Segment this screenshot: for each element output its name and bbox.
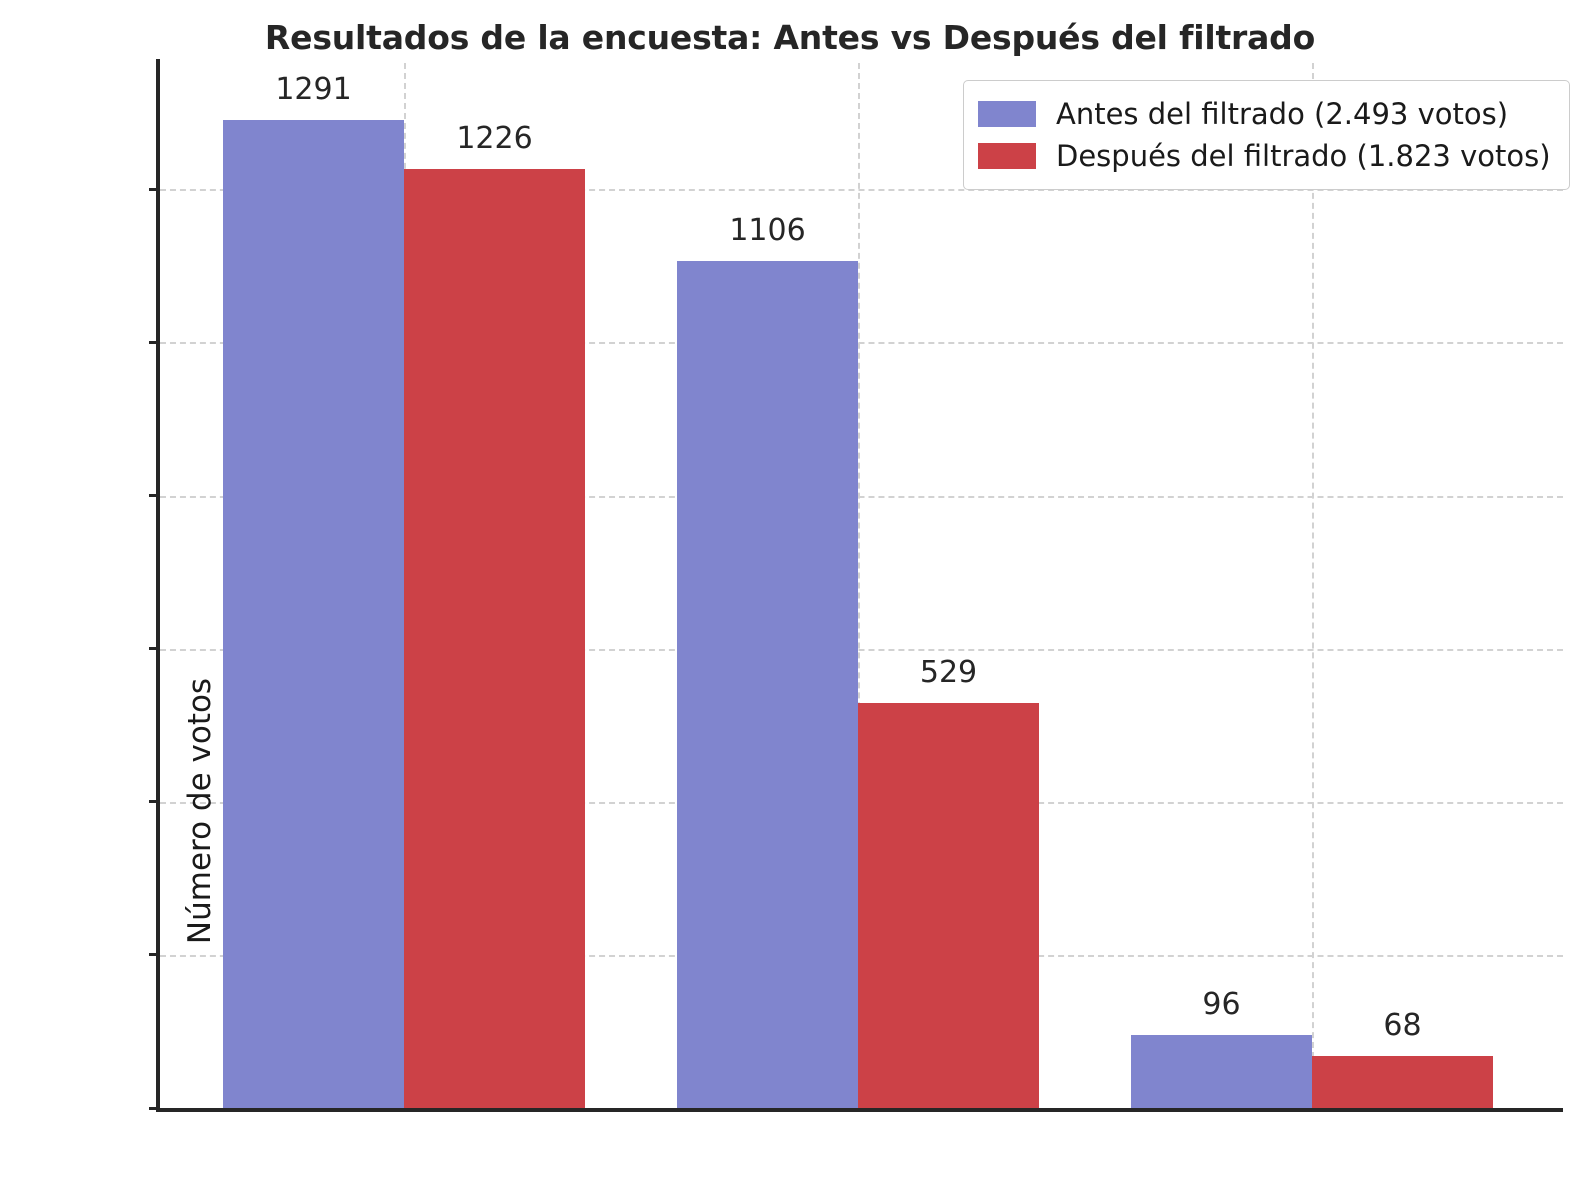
y-tick-mark xyxy=(149,800,160,804)
x-axis-spine xyxy=(156,1108,1563,1112)
gridline-horizontal xyxy=(160,189,1563,192)
legend-color-swatch xyxy=(978,143,1036,169)
plot-area: 020040060080010001200 129112261106529966… xyxy=(149,63,1563,1110)
y-tick-mark xyxy=(149,494,160,498)
legend-item-1[interactable]: Después del filtrado (1.823 votos) xyxy=(978,135,1551,177)
y-tick-mark xyxy=(149,340,160,344)
bar-value-label: 96 xyxy=(1202,986,1241,1022)
legend-item-0[interactable]: Antes del filtrado (2.493 votos) xyxy=(978,93,1551,135)
legend-color-swatch xyxy=(978,101,1036,127)
bar-sí-serie-1[interactable] xyxy=(858,703,1039,1108)
bar-no-serie-1[interactable] xyxy=(404,169,585,1108)
bar-indiferente-serie-1[interactable] xyxy=(1312,1055,1493,1108)
y-axis-spine xyxy=(156,59,160,1112)
gridline-horizontal xyxy=(160,648,1563,651)
bar-value-label: 1291 xyxy=(275,71,352,107)
y-axis-title: Número de votos xyxy=(182,677,218,945)
bar-value-label: 1226 xyxy=(456,121,533,157)
bar-sí-serie-0[interactable] xyxy=(677,261,858,1108)
y-tick-mark xyxy=(149,1106,160,1110)
gridline-vertical xyxy=(858,63,860,1108)
chart-title: Resultados de la encuesta: Antes vs Desp… xyxy=(264,18,1316,57)
legend-label: Antes del filtrado (2.493 votos) xyxy=(1056,97,1509,131)
bar-no-serie-0[interactable] xyxy=(223,119,404,1108)
y-tick-mark xyxy=(149,187,160,191)
bar-indiferente-serie-0[interactable] xyxy=(1131,1034,1312,1108)
bar-value-label: 68 xyxy=(1383,1007,1422,1043)
y-tick-mark xyxy=(149,647,160,651)
y-tick-mark xyxy=(149,953,160,957)
gridline-horizontal xyxy=(160,495,1563,498)
bar-value-label: 1106 xyxy=(729,213,806,249)
gridline-horizontal xyxy=(160,342,1563,345)
gridline-vertical xyxy=(1312,63,1314,1108)
bar-value-label: 529 xyxy=(919,655,978,690)
legend-label: Después del filtrado (1.823 votos) xyxy=(1056,139,1551,173)
chart-legend: Antes del filtrado (2.493 votos) Después … xyxy=(963,80,1570,190)
